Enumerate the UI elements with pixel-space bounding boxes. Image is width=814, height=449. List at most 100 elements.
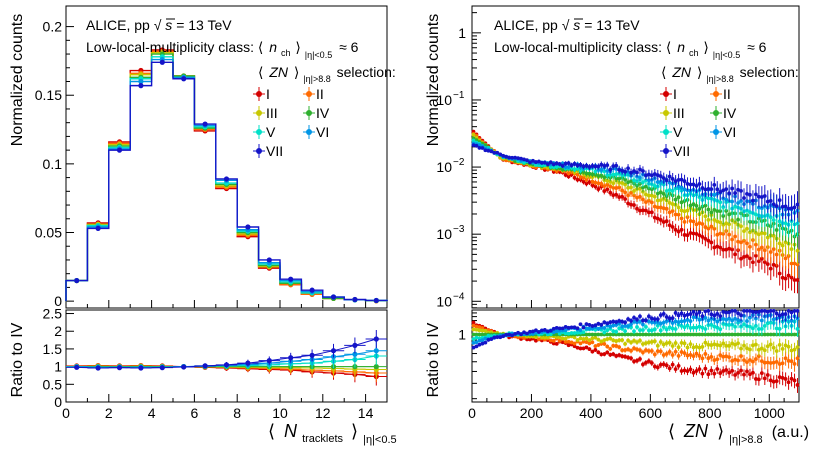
right-subtitle-prefix: Low-local-multiplicity class: ⟨ bbox=[494, 39, 671, 55]
point-III bbox=[795, 248, 800, 253]
ratio-point-I bbox=[745, 369, 749, 374]
point-I bbox=[584, 181, 589, 186]
marker-VII bbox=[202, 121, 208, 127]
ratio-point-VII bbox=[765, 309, 770, 314]
ratio-point-III bbox=[635, 340, 639, 345]
ratio-point-VII bbox=[691, 309, 696, 314]
ratio-point-V bbox=[774, 326, 779, 331]
point-VII bbox=[563, 161, 568, 166]
ratio-point-II bbox=[611, 343, 616, 348]
ratio-point-VI bbox=[614, 323, 619, 327]
ratio-point-V bbox=[670, 326, 675, 331]
ratio-point-I bbox=[599, 352, 604, 357]
point-VII bbox=[522, 157, 526, 162]
ratio-point-III bbox=[759, 346, 764, 351]
legend-marker-I bbox=[256, 91, 262, 97]
ratio-point-VII bbox=[703, 309, 708, 314]
point-I bbox=[771, 262, 776, 267]
ratio-point-VII bbox=[706, 308, 711, 313]
point-IV bbox=[658, 190, 663, 195]
point-VII bbox=[691, 182, 696, 187]
ratio-point-I bbox=[670, 362, 675, 367]
ratio-point-VI bbox=[611, 323, 616, 328]
ratio-point-VII bbox=[670, 316, 675, 321]
ratio-point-VII bbox=[539, 328, 544, 333]
point-VI bbox=[646, 178, 651, 183]
ratio-point-I bbox=[697, 367, 702, 372]
ratio-point-V bbox=[685, 323, 690, 328]
ratio-point-I bbox=[777, 375, 782, 380]
ratio-point-I bbox=[649, 361, 654, 365]
ratio-point-III bbox=[765, 344, 770, 349]
ratio-point-II bbox=[771, 360, 776, 365]
point-II bbox=[736, 239, 740, 244]
right-subtitle-suffix: ≈ 6 bbox=[747, 39, 767, 55]
ratio-point-VII bbox=[486, 338, 491, 342]
ratio-point-VII bbox=[635, 317, 639, 322]
point-VII bbox=[581, 164, 586, 169]
point-I bbox=[724, 247, 729, 252]
point-V bbox=[768, 215, 773, 220]
point-VII bbox=[507, 155, 512, 160]
point-VII bbox=[721, 188, 726, 193]
x-tick-label: 1000 bbox=[754, 405, 785, 421]
ratio-point-I bbox=[581, 346, 586, 351]
title-sqrt: √ bbox=[154, 17, 162, 33]
left-top-axis-ticks: 0 0.05 0.1 0.15 0.2 bbox=[35, 19, 367, 309]
ratio-point-II bbox=[587, 341, 592, 346]
ratio-point-III bbox=[694, 344, 699, 349]
ratio-point-IV bbox=[768, 332, 773, 337]
right-ratio-ylabel: Ratio to IV bbox=[425, 322, 442, 397]
ratio-point-III bbox=[611, 338, 616, 343]
point-V bbox=[706, 196, 711, 201]
ratio-point-VI bbox=[554, 329, 559, 334]
ratio-point-VII bbox=[742, 309, 746, 313]
ratio-point-VII bbox=[667, 316, 672, 321]
point-III bbox=[783, 240, 788, 245]
x-tick-label: 600 bbox=[639, 405, 663, 421]
ratio-point-VII bbox=[590, 324, 595, 328]
ratio-point-II bbox=[581, 339, 586, 344]
ratio-point-IV bbox=[649, 332, 654, 337]
ratio-point-VI bbox=[626, 324, 630, 328]
right-legend-title-suffix: selection: bbox=[740, 64, 799, 80]
point-VII bbox=[477, 146, 482, 150]
subtitle-n: n bbox=[269, 39, 277, 55]
ratio-point-IV bbox=[727, 332, 732, 337]
point-VII bbox=[626, 166, 630, 171]
ratio-point-II bbox=[563, 339, 568, 344]
ratio-point-V bbox=[581, 330, 586, 335]
point-I bbox=[593, 184, 598, 189]
ratio-point-V bbox=[638, 328, 642, 332]
ratio-point-V bbox=[548, 332, 553, 337]
legend-label-II: II bbox=[316, 86, 324, 102]
point-I bbox=[608, 190, 613, 195]
point-IV bbox=[721, 214, 726, 218]
ratio-point-IV bbox=[641, 332, 645, 337]
ratio-point-IV bbox=[721, 332, 726, 337]
marker-VII bbox=[352, 296, 358, 303]
ratio-point-V bbox=[756, 327, 761, 331]
svg-text:ALICE, pp √ s: ALICE, pp √ s = 13 TeV bbox=[86, 17, 232, 33]
ratio-point-I bbox=[774, 379, 779, 384]
ratio-point-IV bbox=[584, 332, 589, 337]
ratio-point-VII bbox=[632, 315, 636, 320]
point-III bbox=[626, 185, 630, 190]
point-VII bbox=[664, 178, 669, 183]
ratio-point-I bbox=[691, 370, 696, 375]
point-VII bbox=[480, 146, 485, 150]
right-top-markers bbox=[471, 129, 800, 294]
point-VII bbox=[557, 162, 562, 167]
point-II bbox=[745, 241, 749, 246]
point-VII bbox=[620, 168, 625, 173]
point-VII bbox=[510, 155, 515, 160]
point-II bbox=[718, 231, 723, 236]
ratio-point-III bbox=[673, 341, 678, 345]
ratio-marker-VII bbox=[202, 363, 208, 369]
title-experiment: ALICE, pp bbox=[86, 17, 150, 33]
point-VII bbox=[629, 170, 633, 175]
point-II bbox=[762, 248, 767, 253]
point-VII bbox=[768, 198, 773, 203]
ratio-point-II bbox=[759, 359, 764, 364]
